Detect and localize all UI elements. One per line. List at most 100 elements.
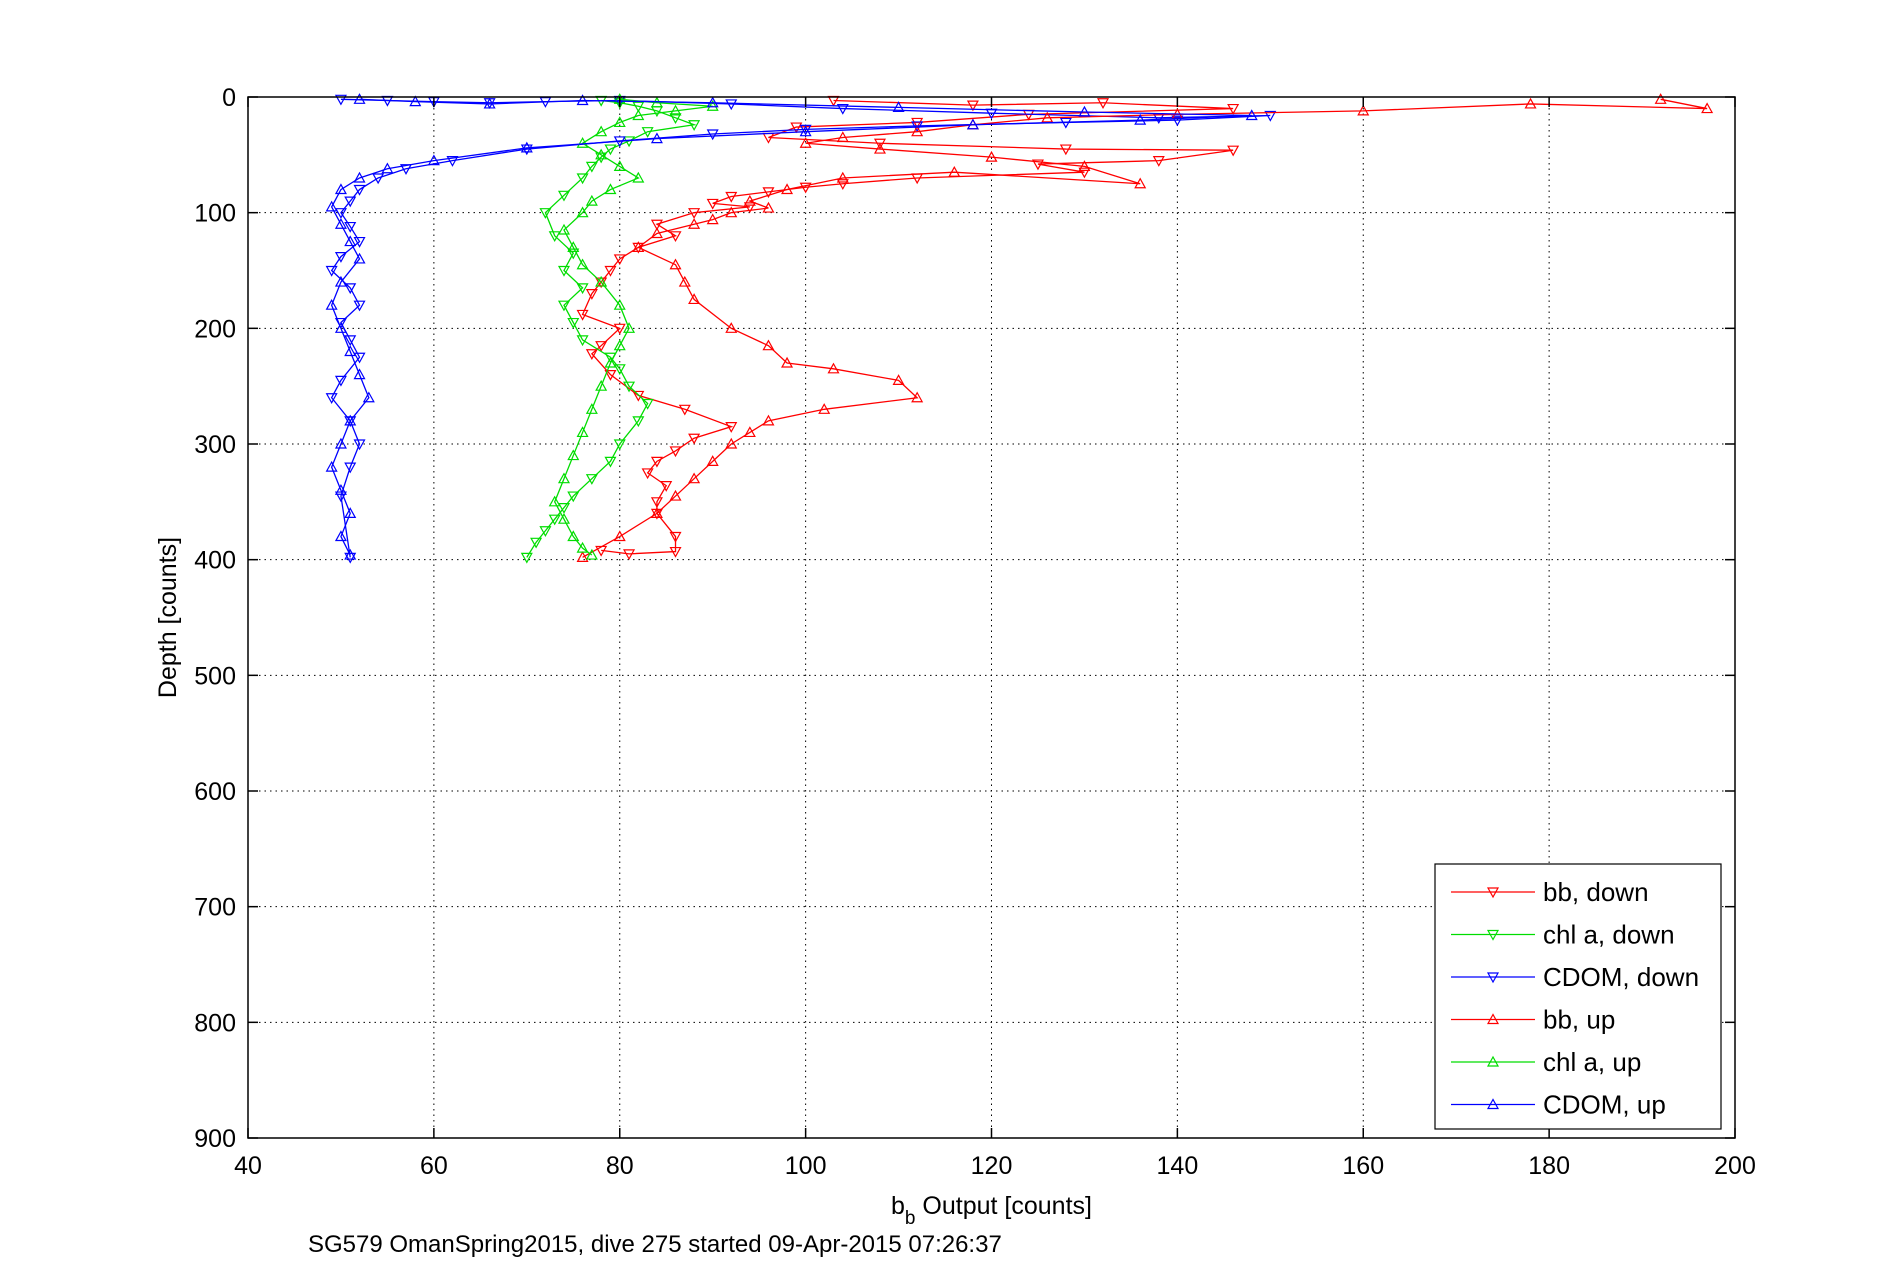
data-point [632, 101, 645, 113]
x-tick-label: 200 [1714, 1152, 1756, 1180]
data-point [743, 194, 756, 206]
data-point [641, 398, 654, 410]
data-point [632, 416, 645, 428]
data-point [334, 94, 347, 106]
data-point [623, 381, 636, 393]
legend-marker [1486, 1055, 1500, 1067]
data-point [725, 437, 738, 449]
data-point [362, 391, 375, 403]
data-point [1078, 160, 1091, 171]
data-point [1227, 103, 1240, 115]
y-tick-label: 700 [194, 894, 236, 922]
series-chl-a-up [548, 93, 719, 560]
data-point [985, 150, 998, 162]
data-point [623, 136, 636, 148]
data-point [725, 322, 738, 333]
data-point [1134, 177, 1147, 189]
data-point [557, 265, 571, 277]
data-point [567, 449, 580, 461]
data-point [641, 127, 654, 138]
data-point [688, 472, 701, 484]
data-point [873, 142, 886, 154]
data-point [1041, 111, 1054, 123]
data-point [595, 152, 608, 164]
y-tick-label: 500 [194, 662, 236, 690]
data-point [557, 223, 571, 235]
y-tick-label: 600 [194, 778, 236, 806]
data-point [334, 252, 347, 263]
legend-label: CDOM, up [1543, 1090, 1666, 1120]
data-point [353, 171, 366, 183]
data-point [576, 206, 589, 218]
data-point [613, 160, 626, 171]
data-point [585, 548, 598, 560]
data-point [344, 283, 357, 295]
data-point [604, 356, 617, 368]
data-point [650, 507, 663, 519]
data-point [650, 227, 663, 239]
legend-label: bb, up [1543, 1005, 1615, 1035]
data-point [576, 258, 589, 270]
data-point [1357, 104, 1370, 116]
data-point [1078, 105, 1091, 117]
data-point [1245, 109, 1258, 121]
data-point [576, 173, 589, 185]
data-point [781, 183, 794, 195]
data-point [353, 184, 366, 196]
data-point [344, 507, 357, 519]
data-point [688, 293, 701, 305]
data-point [892, 101, 905, 113]
data-point [818, 403, 831, 414]
data-point [706, 455, 719, 466]
legend: bb, down chl a, down CDOM, down bb, up chl a… [1434, 863, 1722, 1130]
data-point [334, 375, 347, 387]
data-point [334, 217, 347, 229]
data-point [1152, 156, 1165, 167]
data-point [344, 221, 357, 233]
data-point [1059, 117, 1072, 129]
data-point [911, 391, 924, 403]
data-point [576, 541, 589, 553]
data-point [1171, 115, 1184, 127]
data-point [836, 179, 849, 190]
data-point [743, 426, 756, 438]
data-point [669, 546, 682, 558]
data-point [911, 125, 924, 137]
data-point [334, 275, 347, 287]
y-tick-label: 400 [194, 547, 236, 575]
x-tick-label: 120 [971, 1152, 1013, 1180]
x-tick-label: 100 [785, 1152, 827, 1180]
data-point [632, 241, 645, 252]
data-point [966, 118, 979, 130]
data-point [725, 206, 738, 218]
legend-marker [1486, 929, 1500, 941]
data-point [669, 231, 682, 243]
data-point [353, 352, 366, 364]
data-point [344, 335, 357, 347]
data-point [660, 481, 673, 492]
legend-label: chl a, up [1543, 1047, 1641, 1077]
data-point [409, 95, 422, 107]
data-point [799, 124, 812, 136]
data-point [372, 173, 385, 185]
grid-lines [248, 97, 1735, 1138]
data-point [585, 161, 598, 173]
data-point [585, 289, 598, 300]
data-point [632, 171, 645, 183]
series-line [582, 98, 1708, 558]
data-point [325, 298, 338, 310]
data-point [427, 154, 440, 166]
data-point [613, 530, 626, 542]
data-point [650, 456, 663, 468]
data-point [576, 309, 589, 321]
data-point [344, 235, 357, 247]
data-point [1078, 167, 1091, 179]
data-point [557, 190, 571, 202]
data-point [827, 362, 840, 374]
data-point [334, 530, 347, 542]
legend-label: CDOM, down [1543, 962, 1699, 992]
data-point [725, 422, 738, 433]
data-point [353, 439, 366, 451]
